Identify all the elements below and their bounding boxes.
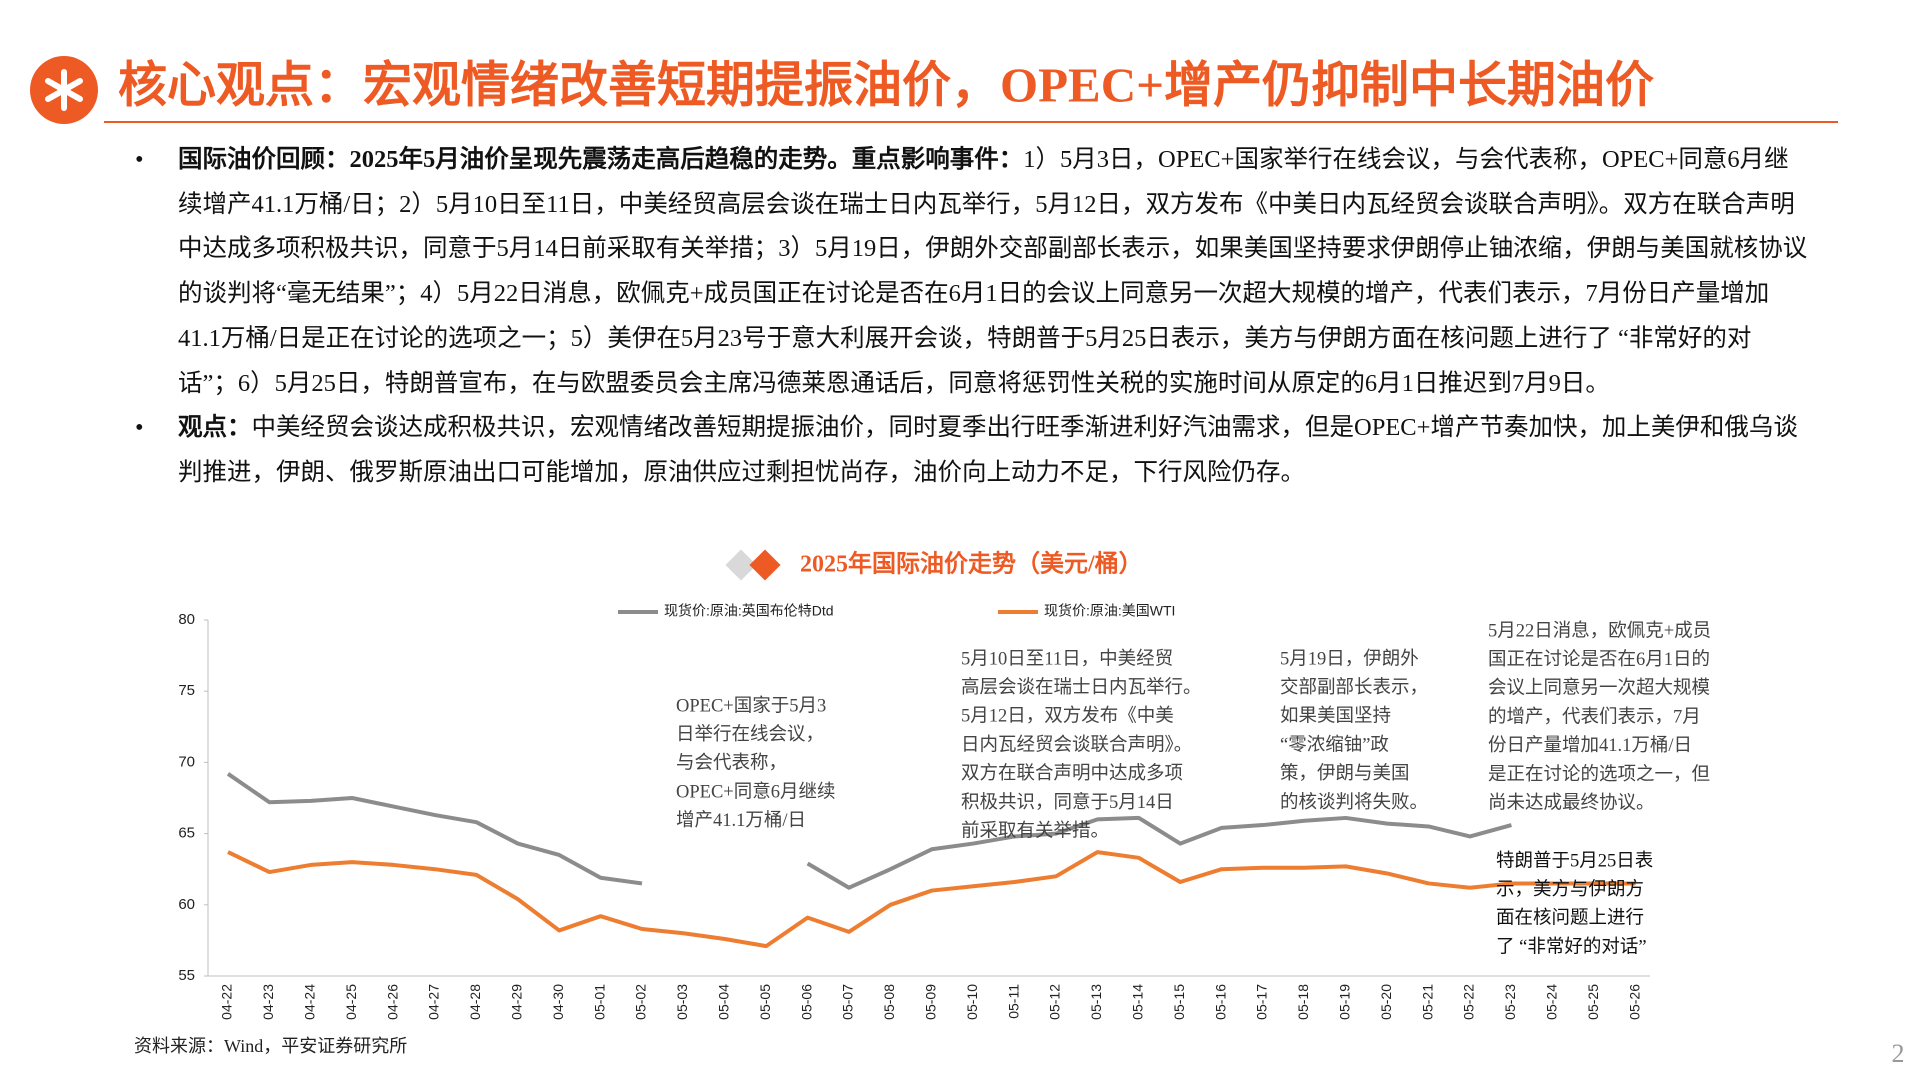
legend-label: 现货价:原油:英国布伦特Dtd [664, 603, 834, 619]
x-tick-label: 04-28 [467, 984, 483, 1020]
annotation: 增产41.1万桶/日 [676, 810, 806, 831]
y-tick-label: 65 [178, 825, 195, 842]
x-tick-label: 05-04 [716, 984, 732, 1020]
x-tick-label: 05-25 [1585, 984, 1601, 1020]
annotation: 尚未达成最终协议。 [1488, 792, 1655, 813]
x-tick-label: 05-06 [798, 984, 814, 1020]
annotation: OPEC+国家于5月3 [676, 695, 826, 716]
annotation: 示，美方与伊朗方 [1496, 879, 1644, 900]
x-tick-label: 04-26 [384, 984, 400, 1020]
bullet-lead: 观点： [178, 414, 252, 442]
annotation: 特朗普于5月25日表 [1496, 850, 1653, 871]
y-tick-label: 55 [178, 967, 195, 984]
annotation: 如果美国坚持 [1280, 706, 1391, 727]
annotation: 积极共识，同意于5月14日 [961, 792, 1174, 813]
annotation: 高层会谈在瑞士日内瓦举行。 [961, 677, 1202, 698]
bullet-list: 国际油价回顾：2025年5月油价呈现先震荡走高后趋稳的走势。重点影响事件：1）5… [135, 138, 1811, 496]
x-tick-label: 04-22 [219, 984, 235, 1020]
series-line [226, 772, 1512, 890]
title-diamond [749, 549, 781, 581]
x-tick-label: 05-07 [840, 984, 856, 1020]
asterisk [45, 69, 83, 111]
x-tick-label: 05-19 [1337, 984, 1353, 1020]
bullet-text: 中美经贸会谈达成积极共识，宏观情绪改善短期提振油价，同时夏季出行旺季渐进利好汽油… [178, 414, 1798, 486]
x-tick-label: 05-16 [1212, 984, 1228, 1020]
annotation: 前采取有关举措。 [961, 820, 1109, 841]
annotation: 国正在讨论是否在6月1日的 [1488, 649, 1710, 670]
annotation: 会议上同意另一次超大规模 [1488, 678, 1710, 699]
x-tick-label: 05-20 [1378, 984, 1394, 1020]
annotation: 与会代表称， [676, 753, 787, 774]
annotation: 5月22日消息，欧佩克+成员 [1488, 620, 1711, 641]
x-tick-label: 05-24 [1544, 984, 1560, 1020]
x-tick-label: 05-08 [881, 984, 897, 1020]
bullet-lead: 国际油价回顾：2025年5月油价呈现先震荡走高后趋稳的走势。重点影响事件： [178, 146, 1024, 173]
x-tick-label: 05-13 [1088, 984, 1104, 1020]
y-tick-label: 70 [178, 753, 195, 770]
annotation: 交部副部长表示， [1280, 677, 1428, 698]
annotation: 面在核问题上进行 [1496, 908, 1644, 929]
y-tick-label: 75 [178, 682, 195, 699]
chart-title: 2025年国际油价走势（美元/桶） [800, 550, 1143, 578]
x-tick-label: 05-21 [1419, 984, 1435, 1020]
annotation: 5月19日，伊朗外 [1280, 648, 1419, 669]
x-tick-label: 04-23 [260, 984, 276, 1020]
series-line [227, 850, 1636, 949]
x-tick-label: 05-05 [757, 984, 773, 1020]
annotation: 5月12日，双方发布《中美 [961, 706, 1174, 727]
bullet: 观点：中美经贸会谈达成积极共识，宏观情绪改善短期提振油价，同时夏季出行旺季渐进利… [135, 406, 1811, 495]
source: 资料来源：Wind，平安证券研究所 [134, 1036, 407, 1056]
annotation: 策，伊朗与美国 [1280, 763, 1410, 784]
annotation: 了 “非常好的对话” [1496, 936, 1647, 957]
annotation: 日内瓦经贸会谈联合声明》。 [961, 734, 1192, 755]
x-tick-label: 05-22 [1461, 984, 1477, 1020]
x-tick-label: 05-03 [674, 984, 690, 1020]
annotation: 是正在讨论的选项之一，但 [1488, 764, 1710, 785]
annotation: 5月10日至11日，中美经贸 [961, 648, 1173, 669]
x-tick-label: 05-18 [1295, 984, 1311, 1020]
x-tick-label: 05-23 [1502, 984, 1518, 1020]
x-tick-label: 04-25 [343, 984, 359, 1020]
x-tick-label: 04-27 [426, 984, 442, 1020]
x-tick-label: 05-09 [923, 984, 939, 1020]
annotation: 双方在联合声明中达成多项 [961, 763, 1183, 784]
annotation: 份日产量增加41.1万桶/日 [1488, 735, 1692, 756]
annotation: OPEC+同意6月继续 [676, 781, 835, 802]
x-tick-label: 05-02 [633, 984, 649, 1020]
x-tick-label: 05-14 [1130, 984, 1146, 1020]
x-tick-label: 05-26 [1626, 984, 1642, 1020]
slide-title: 核心观点：宏观情绪改善短期提振油价，OPEC+增产仍抑制中长期油价 [118, 57, 1654, 112]
x-tick-label: 04-24 [302, 984, 318, 1020]
annotation: 日举行在线会议， [676, 724, 824, 745]
x-tick-label: 05-15 [1171, 984, 1187, 1020]
y-tick-label: 80 [178, 611, 195, 628]
x-tick-label: 04-30 [550, 984, 566, 1020]
y-tick-label: 60 [178, 896, 195, 913]
x-tick-label: 05-10 [964, 984, 980, 1020]
x-tick-label: 05-17 [1254, 984, 1270, 1020]
annotation: “零浓缩铀”政 [1280, 734, 1389, 755]
x-tick-label: 05-12 [1047, 984, 1063, 1020]
annotation: 的核谈判将失败。 [1280, 792, 1428, 813]
legend-label: 现货价:原油:美国WTI [1044, 603, 1175, 619]
page-number: 2 [1892, 1039, 1905, 1068]
bullet: 国际油价回顾：2025年5月油价呈现先震荡走高后趋稳的走势。重点影响事件：1）5… [135, 138, 1811, 406]
annotation: 的增产，代表们表示，7月 [1488, 706, 1701, 727]
x-tick-label: 04-29 [509, 984, 525, 1020]
x-tick-label: 05-11 [1005, 984, 1021, 1019]
x-tick-label: 05-01 [591, 984, 607, 1020]
bullet-text: 1）5月3日，OPEC+国家举行在线会议，与会代表称，OPEC+同意6月继续增产… [178, 146, 1808, 397]
